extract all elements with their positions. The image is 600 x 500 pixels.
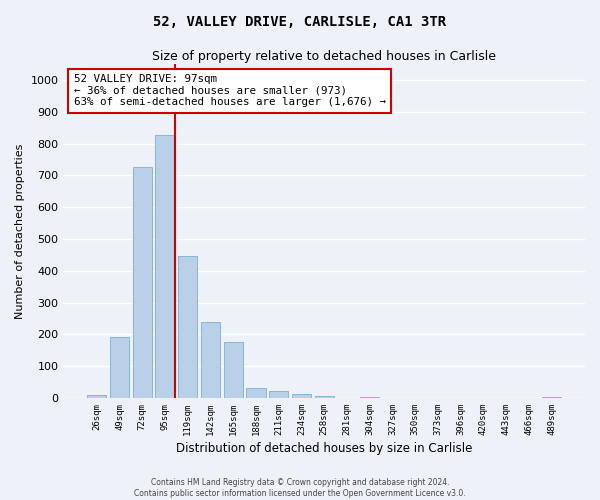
Bar xyxy=(201,322,220,398)
Bar xyxy=(292,394,311,398)
Bar xyxy=(542,397,561,398)
Bar xyxy=(87,395,106,398)
Bar xyxy=(110,336,129,398)
Bar xyxy=(155,134,175,398)
Text: Contains HM Land Registry data © Crown copyright and database right 2024.
Contai: Contains HM Land Registry data © Crown c… xyxy=(134,478,466,498)
Bar xyxy=(269,391,289,398)
Bar xyxy=(247,388,266,398)
Text: 52, VALLEY DRIVE, CARLISLE, CA1 3TR: 52, VALLEY DRIVE, CARLISLE, CA1 3TR xyxy=(154,15,446,29)
Bar xyxy=(314,396,334,398)
Bar xyxy=(224,342,243,398)
Y-axis label: Number of detached properties: Number of detached properties xyxy=(15,144,25,318)
Bar xyxy=(178,256,197,398)
X-axis label: Distribution of detached houses by size in Carlisle: Distribution of detached houses by size … xyxy=(176,442,472,455)
Title: Size of property relative to detached houses in Carlisle: Size of property relative to detached ho… xyxy=(152,50,496,63)
Bar xyxy=(133,166,152,398)
Text: 52 VALLEY DRIVE: 97sqm
← 36% of detached houses are smaller (973)
63% of semi-de: 52 VALLEY DRIVE: 97sqm ← 36% of detached… xyxy=(74,74,386,108)
